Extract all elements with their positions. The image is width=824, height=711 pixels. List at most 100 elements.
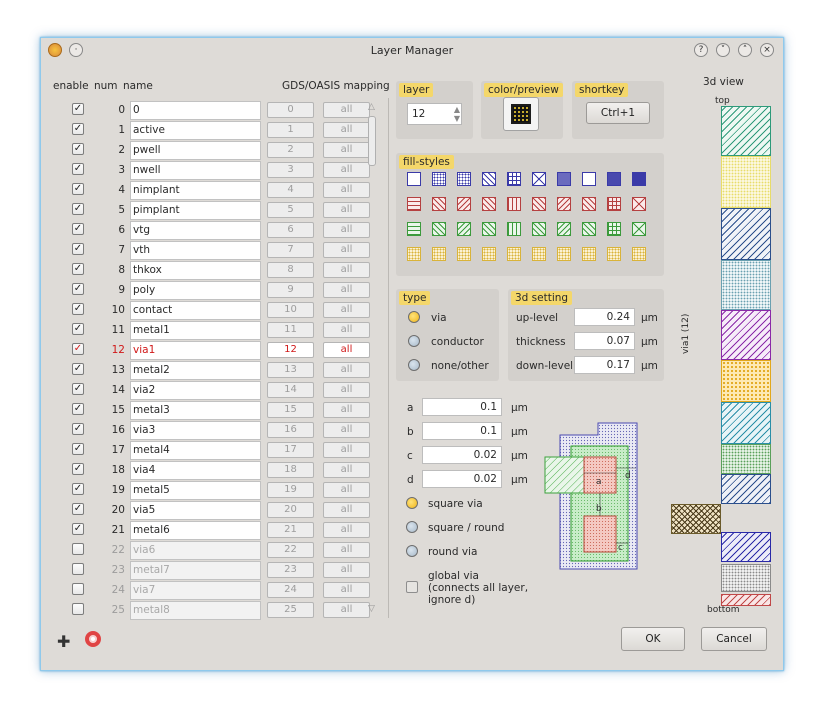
layer-enable-checkbox[interactable]: ✓ <box>72 523 84 535</box>
gds-datatype-field[interactable]: all <box>323 542 370 558</box>
layer-row[interactable]: ✓ 11 metal1 11 all <box>47 320 377 340</box>
gds-datatype-field[interactable]: all <box>323 222 370 238</box>
gds-layer-field[interactable]: 19 <box>267 482 314 498</box>
layer-name-field[interactable]: metal7 <box>130 561 261 580</box>
fill-style-swatch[interactable] <box>607 247 621 261</box>
gds-datatype-field[interactable]: all <box>323 442 370 458</box>
layer-list-scrollbar[interactable]: △ ▽ <box>368 102 376 614</box>
gds-layer-field[interactable]: 9 <box>267 282 314 298</box>
gds-layer-field[interactable]: 14 <box>267 382 314 398</box>
layer-name-field[interactable]: pwell <box>130 141 261 160</box>
type-none-radio[interactable] <box>408 359 420 371</box>
fill-style-swatch[interactable] <box>407 197 421 211</box>
gds-datatype-field[interactable]: all <box>323 142 370 158</box>
gds-layer-field[interactable]: 8 <box>267 262 314 278</box>
gds-datatype-field[interactable]: all <box>323 182 370 198</box>
layer-enable-checkbox[interactable] <box>72 543 84 555</box>
gds-layer-field[interactable]: 10 <box>267 302 314 318</box>
layer-row[interactable]: ✓ 16 via3 16 all <box>47 420 377 440</box>
scrollbar-thumb[interactable] <box>368 116 376 166</box>
layer-name-field[interactable]: poly <box>130 281 261 300</box>
help-lifebuoy-icon[interactable] <box>85 631 101 647</box>
fill-style-swatch[interactable] <box>607 222 621 236</box>
layer-row[interactable]: ✓ 9 poly 9 all <box>47 280 377 300</box>
fill-style-swatch[interactable] <box>557 247 571 261</box>
fill-style-swatch[interactable] <box>457 172 471 186</box>
layer-name-field[interactable]: contact <box>130 301 261 320</box>
fill-style-swatch[interactable] <box>432 222 446 236</box>
layer-name-field[interactable]: via2 <box>130 381 261 400</box>
layer-spinbox[interactable]: 12 ▲ ▼ <box>407 103 462 125</box>
fill-style-swatch[interactable] <box>432 247 446 261</box>
layer-row[interactable]: ✓ 2 pwell 2 all <box>47 140 377 160</box>
fill-style-swatch[interactable] <box>532 172 546 186</box>
stack-layer[interactable] <box>721 360 771 402</box>
gds-datatype-field[interactable]: all <box>323 342 370 358</box>
layer-row[interactable]: ✓ 12 via1 12 all <box>47 340 377 360</box>
up-level-input[interactable]: 0.24 <box>574 308 635 326</box>
stack-layer[interactable] <box>721 474 771 504</box>
gds-layer-field[interactable]: 4 <box>267 182 314 198</box>
thickness-input[interactable]: 0.07 <box>574 332 635 350</box>
layer-enable-checkbox[interactable]: ✓ <box>72 203 84 215</box>
layer-name-field[interactable]: pimplant <box>130 201 261 220</box>
layer-row[interactable]: ✓ 10 contact 10 all <box>47 300 377 320</box>
fill-style-swatch[interactable] <box>457 247 471 261</box>
layer-enable-checkbox[interactable]: ✓ <box>72 303 84 315</box>
layer-row[interactable]: ✓ 20 via5 20 all <box>47 500 377 520</box>
stack-layer[interactable] <box>721 260 771 310</box>
fill-style-swatch[interactable] <box>507 172 521 186</box>
fill-style-swatch[interactable] <box>507 197 521 211</box>
gds-layer-field[interactable]: 15 <box>267 402 314 418</box>
gds-datatype-field[interactable]: all <box>323 362 370 378</box>
global-via-checkbox[interactable] <box>406 581 418 593</box>
fill-style-swatch[interactable] <box>557 222 571 236</box>
gds-datatype-field[interactable]: all <box>323 122 370 138</box>
layer-name-field[interactable]: via7 <box>130 581 261 600</box>
fill-style-swatch[interactable] <box>407 172 421 186</box>
layer-row[interactable]: ✓ 7 vth 7 all <box>47 240 377 260</box>
layer-row[interactable]: 23 metal7 23 all <box>47 560 377 580</box>
layer-row[interactable]: ✓ 14 via2 14 all <box>47 380 377 400</box>
param-c-input[interactable]: 0.02 <box>422 446 502 464</box>
gds-datatype-field[interactable]: all <box>323 462 370 478</box>
fill-style-swatch[interactable] <box>557 172 571 186</box>
fill-style-swatch[interactable] <box>407 222 421 236</box>
gds-datatype-field[interactable]: all <box>323 522 370 538</box>
layer-enable-checkbox[interactable]: ✓ <box>72 123 84 135</box>
gds-datatype-field[interactable]: all <box>323 302 370 318</box>
param-a-input[interactable]: 0.1 <box>422 398 502 416</box>
stack-layer[interactable] <box>721 532 771 562</box>
layer-name-field[interactable]: vtg <box>130 221 261 240</box>
layer-row[interactable]: ✓ 5 pimplant 5 all <box>47 200 377 220</box>
type-via-radio[interactable] <box>408 311 420 323</box>
fill-style-swatch[interactable] <box>582 172 596 186</box>
fill-style-swatch[interactable] <box>632 247 646 261</box>
stack-layer[interactable] <box>721 444 771 474</box>
layer-name-field[interactable]: vth <box>130 241 261 260</box>
gds-layer-field[interactable]: 22 <box>267 542 314 558</box>
layer-name-field[interactable]: via3 <box>130 421 261 440</box>
gds-layer-field[interactable]: 5 <box>267 202 314 218</box>
layer-name-field[interactable]: metal2 <box>130 361 261 380</box>
gds-datatype-field[interactable]: all <box>323 102 370 118</box>
gds-layer-field[interactable]: 6 <box>267 222 314 238</box>
layer-enable-checkbox[interactable]: ✓ <box>72 223 84 235</box>
square-via-radio[interactable] <box>406 497 418 509</box>
layer-row[interactable]: 25 metal8 25 all <box>47 600 377 620</box>
layer-row[interactable]: ✓ 8 thkox 8 all <box>47 260 377 280</box>
gds-datatype-field[interactable]: all <box>323 162 370 178</box>
layer-name-field[interactable]: via4 <box>130 461 261 480</box>
cancel-button[interactable]: Cancel <box>701 627 767 651</box>
gds-layer-field[interactable]: 24 <box>267 582 314 598</box>
fill-style-swatch[interactable] <box>582 222 596 236</box>
layer-row[interactable]: ✓ 13 metal2 13 all <box>47 360 377 380</box>
type-conductor-radio[interactable] <box>408 335 420 347</box>
gds-layer-field[interactable]: 13 <box>267 362 314 378</box>
layer-enable-checkbox[interactable]: ✓ <box>72 423 84 435</box>
gds-datatype-field[interactable]: all <box>323 582 370 598</box>
gds-datatype-field[interactable]: all <box>323 322 370 338</box>
layer-enable-checkbox[interactable]: ✓ <box>72 483 84 495</box>
fill-style-swatch[interactable] <box>582 197 596 211</box>
help-icon[interactable]: ? <box>694 43 708 57</box>
